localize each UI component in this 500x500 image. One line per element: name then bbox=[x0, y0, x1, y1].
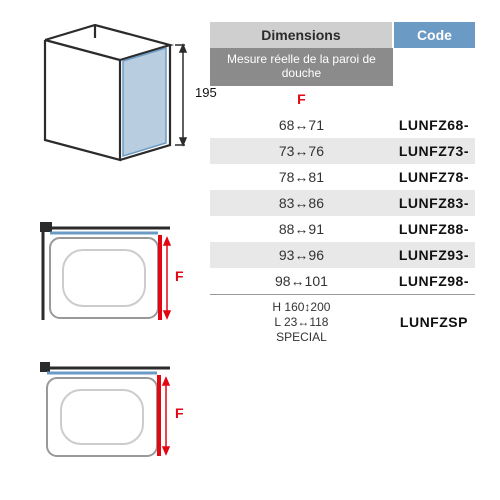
page-root: { "header": { "dimensions": "Dimensions"… bbox=[0, 0, 500, 500]
f-label-plan1: F bbox=[175, 268, 184, 284]
table-subheader-row: Mesure réelle de la paroi de douche bbox=[210, 48, 475, 86]
dim-cell: 88↔91 bbox=[210, 216, 393, 242]
code-cell: LUNFZ68- bbox=[393, 112, 475, 138]
table-row: 88↔91LUNFZ88- bbox=[210, 216, 475, 242]
table-row: 83↔86LUNFZ83- bbox=[210, 190, 475, 216]
dim-cell: 78↔81 bbox=[210, 164, 393, 190]
dim-cell: 73↔76 bbox=[210, 138, 393, 164]
drawing-3d-shower bbox=[35, 20, 195, 170]
code-cell: LUNFZ88- bbox=[393, 216, 475, 242]
f-column-label: F bbox=[210, 86, 393, 112]
special-dim-cell: H 160↕200 L 23↔118 SPECIAL bbox=[210, 294, 393, 350]
code-cell: LUNFZ83- bbox=[393, 190, 475, 216]
drawing-plan-2 bbox=[35, 360, 175, 465]
drawing-plan-1 bbox=[35, 220, 175, 330]
table-row-special: H 160↕200 L 23↔118 SPECIAL LUNFZSP bbox=[210, 294, 475, 350]
special-code-cell: LUNFZSP bbox=[393, 294, 475, 350]
table-row: 73↔76LUNFZ73- bbox=[210, 138, 475, 164]
code-cell: LUNFZ78- bbox=[393, 164, 475, 190]
dim-cell: 93↔96 bbox=[210, 242, 393, 268]
code-cell: LUNFZ98- bbox=[393, 268, 475, 295]
table-row: 93↔96LUNFZ93- bbox=[210, 242, 475, 268]
f-label-plan2: F bbox=[175, 405, 184, 421]
dim-cell: 98↔101 bbox=[210, 268, 393, 295]
dimensions-table: Dimensions Code Mesure réelle de la paro… bbox=[210, 22, 475, 350]
dim-cell: 83↔86 bbox=[210, 190, 393, 216]
subheader-empty bbox=[393, 48, 475, 86]
table-header-row: Dimensions Code bbox=[210, 22, 475, 48]
table-row: 68↔71LUNFZ68- bbox=[210, 112, 475, 138]
f-column-label-row: F bbox=[210, 86, 475, 112]
col-header-dimensions: Dimensions bbox=[210, 22, 393, 48]
col-header-code: Code bbox=[393, 22, 475, 48]
f-row-empty bbox=[393, 86, 475, 112]
dim-cell: 68↔71 bbox=[210, 112, 393, 138]
code-cell: LUNFZ93- bbox=[393, 242, 475, 268]
subheader-text: Mesure réelle de la paroi de douche bbox=[210, 48, 393, 86]
table-row: 78↔81LUNFZ78- bbox=[210, 164, 475, 190]
table-row: 98↔101LUNFZ98- bbox=[210, 268, 475, 295]
code-cell: LUNFZ73- bbox=[393, 138, 475, 164]
